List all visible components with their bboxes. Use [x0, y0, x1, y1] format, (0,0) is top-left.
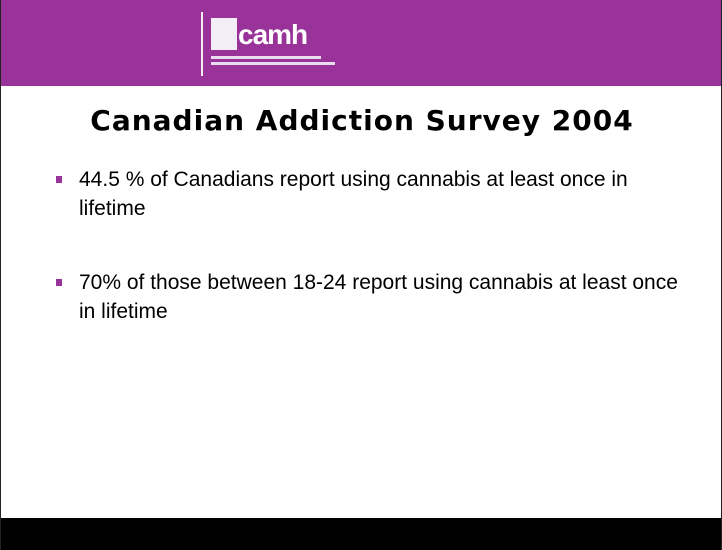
bullet-item: 44.5 % of Canadians report using cannabi…	[55, 165, 685, 223]
square-bullet-icon	[56, 279, 62, 286]
logo-tagline	[211, 56, 339, 68]
square-bullet-icon	[56, 176, 62, 183]
bullet-item: 70% of those between 18-24 report using …	[55, 268, 685, 326]
logo-mark-icon	[211, 18, 237, 50]
slide-title: Canadian Addiction Survey 2004	[90, 104, 634, 137]
footer-band	[1, 518, 721, 550]
logo-divider	[201, 12, 203, 76]
header-band: camh	[1, 0, 721, 86]
camh-logo: camh	[201, 12, 341, 76]
bullet-list: 44.5 % of Canadians report using cannabi…	[55, 165, 685, 326]
logo-wordmark: camh	[238, 19, 308, 50]
bullet-text: 44.5 % of Canadians report using cannabi…	[79, 168, 628, 220]
bullet-text: 70% of those between 18-24 report using …	[79, 271, 678, 323]
